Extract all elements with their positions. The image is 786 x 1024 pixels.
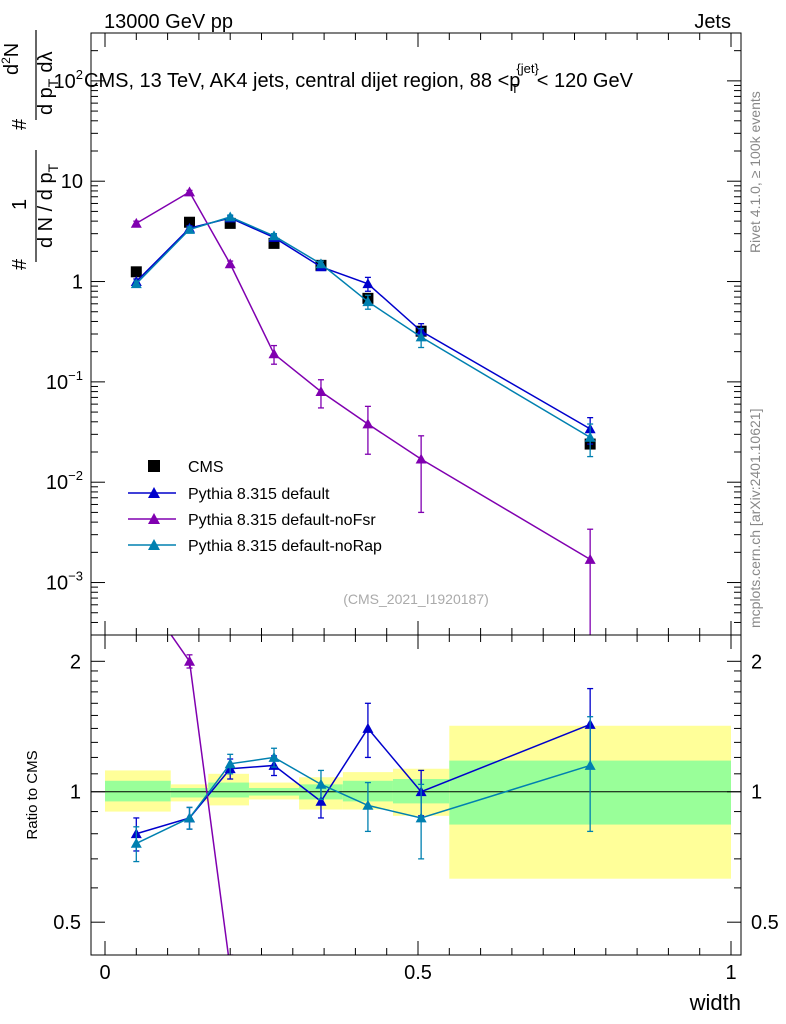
x-tick-label-1: 0.5	[404, 962, 432, 984]
svg-text:d2N: d2N	[0, 43, 23, 75]
y-axis-label: # 1 d N / d pT # d2N d pTdλ	[0, 30, 61, 270]
ratio-series-2-point-3	[268, 751, 280, 762]
top-series-1-point-6	[415, 453, 427, 464]
top-series-1-group	[130, 186, 596, 635]
ratio-ytick-label-1: 1	[70, 782, 81, 804]
ratio-series-2-point-7	[584, 759, 596, 770]
top-ytick-label-3: 10−1	[46, 368, 83, 394]
ratio-ytick-label-right-1: 1	[751, 782, 762, 804]
top-series-1-point-0	[130, 217, 142, 228]
analysis-id: (CMS_2021_I1920187)	[343, 591, 489, 607]
legend-label-nofsr: Pythia 8.315 default-noFsr	[188, 512, 376, 529]
top-series-2-point-5	[362, 296, 374, 307]
legend-entry-default: Pythia 8.315 default	[128, 486, 330, 503]
svg-text:d pTdλ: d pTdλ	[35, 52, 61, 116]
cms-data-point-3	[268, 237, 280, 249]
ratio-bands	[105, 725, 731, 879]
ratio-series-2-line	[135, 756, 591, 845]
plot-title: CMS, 13 TeV, AK4 jets, central dijet reg…	[84, 61, 634, 96]
svg-text:d N / d pT: d N / d pT	[35, 163, 61, 248]
top-series-1-point-5	[362, 418, 374, 429]
ratio-series-1-point-0	[131, 579, 142, 589]
top-series-2-point-0	[130, 278, 142, 289]
svg-text:#: #	[9, 118, 31, 130]
top-series-2-point-1	[184, 224, 196, 234]
top-series-1-point-4	[315, 386, 327, 396]
band-green-1	[170, 788, 209, 798]
ratio-series-2-point-1	[184, 812, 196, 823]
svg-text:#: #	[9, 258, 31, 270]
energy-label: 13000 GeV pp	[104, 11, 233, 33]
top-series-1-line	[135, 190, 591, 561]
ratio-series-1-point-1	[184, 655, 196, 666]
cms-data-point-1	[184, 216, 196, 228]
cms-data-point-2	[224, 217, 236, 229]
ratio-axis-label: Ratio to CMS	[24, 750, 41, 839]
legend-marker-default	[148, 487, 160, 498]
band-green-0	[105, 780, 171, 802]
svg-text:1: 1	[9, 199, 31, 210]
legend: CMS Pythia 8.315 default Pythia 8.315 de…	[128, 459, 382, 555]
ratio-series-2-group	[130, 716, 596, 863]
top-series-0-line	[135, 217, 591, 430]
top-series-0-group	[130, 212, 596, 445]
mcplots-label: mcplots.cern.ch [arXiv:2401.10621]	[747, 409, 763, 628]
ratio-series-2-point-0	[130, 837, 142, 848]
legend-label-norap: Pythia 8.315 default-noRap	[188, 538, 382, 555]
ratio-ytick-label-right-2: 2	[751, 651, 762, 673]
top-ytick-label-0: 102	[54, 67, 83, 93]
top-series-1-point-7	[584, 553, 596, 564]
ratio-series-2-point-5	[362, 799, 374, 810]
x-tick-label-0: 0	[99, 962, 110, 984]
top-series-2-line	[135, 216, 591, 438]
top-series-0-point-5	[362, 278, 374, 289]
legend-marker-cms	[148, 460, 160, 472]
legend-marker-norap	[148, 539, 160, 550]
cms-data-group	[130, 216, 596, 450]
legend-label-cms: CMS	[188, 459, 224, 476]
top-series-2-point-6	[415, 331, 427, 342]
ratio-ytick-label-right-0: 0.5	[751, 912, 779, 934]
top-ytick-label-5: 10−3	[46, 569, 83, 595]
x-tick-label-2: 1	[725, 962, 736, 984]
top-series-2-point-4	[315, 258, 327, 269]
ratio-series-0-point-4	[315, 795, 327, 806]
top-ytick-label-1: 10	[61, 171, 83, 193]
ratio-series-2-point-4	[315, 778, 327, 789]
band-green-2	[208, 782, 249, 798]
x-axis-label: width	[689, 990, 741, 1015]
legend-label-default: Pythia 8.315 default	[188, 486, 330, 503]
top-series-2-point-2	[224, 211, 236, 222]
legend-entry-norap: Pythia 8.315 default-noRap	[128, 538, 382, 555]
top-series-2-group	[130, 211, 596, 458]
ratio-ytick-label-0: 0.5	[53, 912, 81, 934]
ratio-ytick-label-2: 2	[70, 651, 81, 673]
ratio-series-2-point-2	[224, 758, 236, 769]
ratio-series-1-point-2	[225, 963, 236, 973]
ratio-series-1-group	[131, 579, 236, 973]
cms-data-point-0	[130, 266, 142, 278]
top-series-1-point-1	[184, 186, 196, 197]
rivet-label: Rivet 4.1.0, ≥ 100k events	[747, 91, 763, 253]
ratio-series-0-point-5	[362, 722, 374, 733]
legend-marker-nofsr	[148, 513, 160, 524]
top-ytick-label-4: 10−2	[46, 468, 83, 494]
top-ytick-label-2: 1	[72, 272, 83, 294]
ratio-panel-frame	[90, 634, 742, 956]
legend-entry-nofsr: Pythia 8.315 default-noFsr	[128, 512, 376, 529]
legend-entry-cms: CMS	[148, 459, 224, 476]
top-series-1-point-3	[268, 348, 280, 359]
category-label: Jets	[694, 11, 731, 33]
ratio-series-2-point-6	[415, 812, 427, 823]
top-series-1-point-2	[224, 258, 236, 269]
top-series-2-point-7	[584, 431, 596, 442]
top-series-2-point-3	[268, 230, 280, 241]
